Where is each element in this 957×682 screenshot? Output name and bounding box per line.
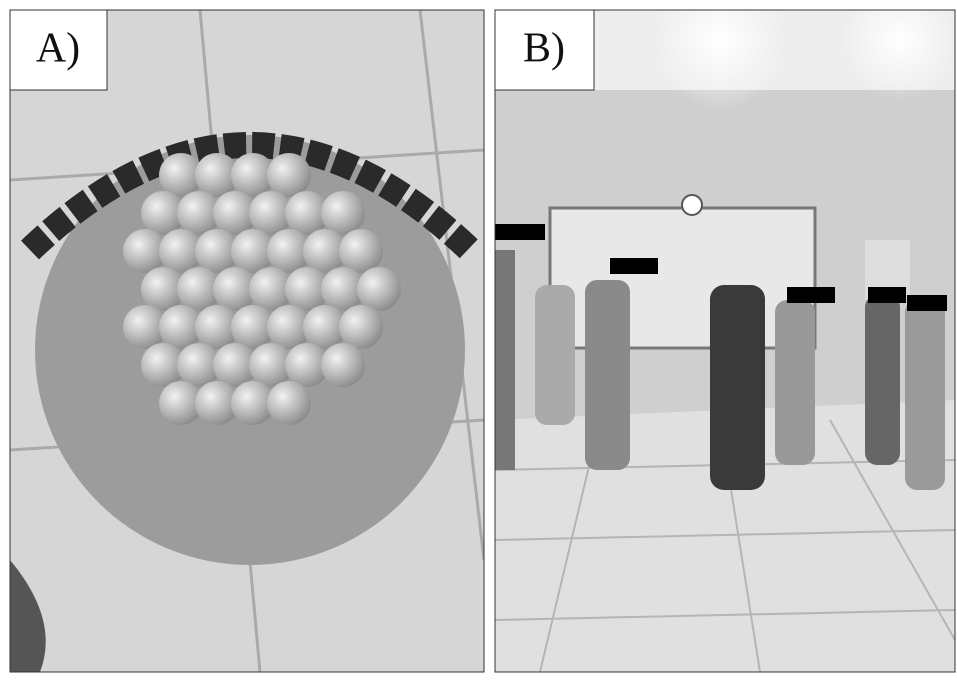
ball — [141, 191, 185, 235]
ball — [249, 267, 293, 311]
ball — [123, 305, 167, 349]
ball — [285, 267, 329, 311]
ball — [159, 381, 203, 425]
balls — [123, 153, 401, 425]
ball — [267, 381, 311, 425]
ball — [339, 305, 383, 349]
ball — [213, 191, 257, 235]
ball — [339, 229, 383, 273]
ball — [159, 305, 203, 349]
ball — [231, 305, 275, 349]
ball — [195, 305, 239, 349]
ball — [141, 267, 185, 311]
ball — [231, 381, 275, 425]
ball — [357, 267, 401, 311]
ball — [123, 229, 167, 273]
photo-a — [10, 10, 484, 672]
ball — [303, 229, 347, 273]
ball — [159, 229, 203, 273]
ball — [231, 229, 275, 273]
ball — [141, 343, 185, 387]
ball — [195, 153, 239, 197]
ball — [321, 343, 365, 387]
label-box — [494, 9, 595, 91]
ball — [213, 267, 257, 311]
ball — [321, 267, 365, 311]
panel-label: B) — [523, 26, 565, 72]
ball — [177, 267, 221, 311]
ball — [249, 343, 293, 387]
ball — [177, 191, 221, 235]
ball — [285, 343, 329, 387]
ball — [195, 381, 239, 425]
ball — [321, 191, 365, 235]
ball — [267, 153, 311, 197]
panel-label: A) — [36, 26, 80, 72]
ball — [303, 305, 347, 349]
photo-b — [495, 10, 955, 672]
ball — [159, 153, 203, 197]
ball — [231, 153, 275, 197]
ball — [213, 343, 257, 387]
ball — [267, 229, 311, 273]
ball — [249, 191, 293, 235]
ball — [195, 229, 239, 273]
ball — [177, 343, 221, 387]
ball — [285, 191, 329, 235]
ball — [267, 305, 311, 349]
label-box — [9, 9, 108, 91]
